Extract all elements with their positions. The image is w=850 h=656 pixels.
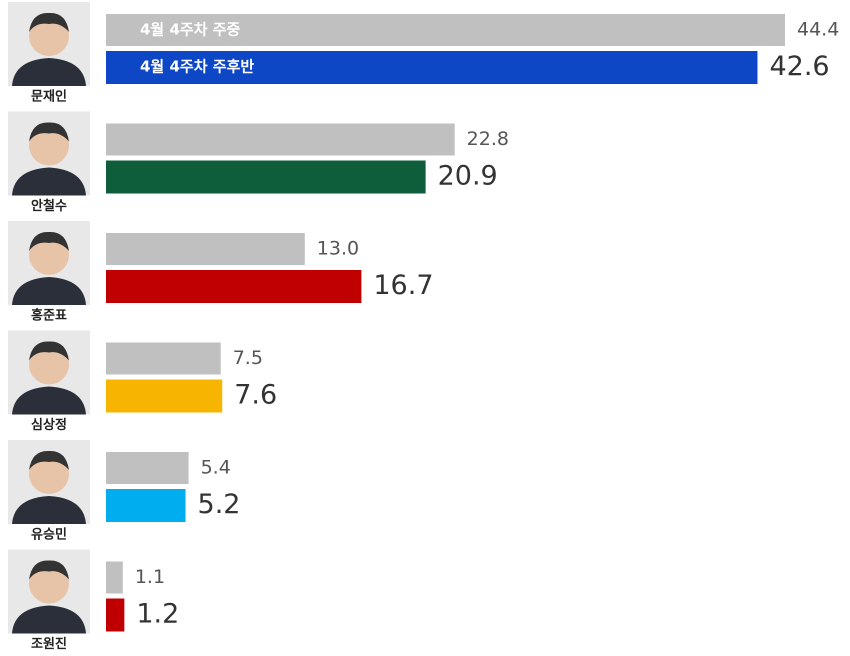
candidate-name: 심상정 [31,417,67,433]
bar [106,489,186,522]
portrait [8,221,90,305]
chart: 문재인 44.4 42.6 안철수 22.8 20.9 홍준표 13.0 16.7 심상정 7.5 7… [0,0,850,656]
value-label: 16.7 [373,270,433,301]
series-name: 4월 4주차 주중 [140,21,241,39]
portrait [8,2,90,86]
value-label: 42.6 [769,51,829,82]
value-label: 7.6 [234,380,277,411]
bar [106,380,222,413]
series-name: 4월 4주차 주후반 [140,58,254,76]
bar [106,452,189,484]
value-label: 22.8 [467,128,509,150]
value-label: 1.1 [135,566,165,588]
candidate-name: 안철수 [31,198,67,214]
candidate-name: 홍준표 [31,308,67,324]
bar [106,124,455,156]
value-label: 7.5 [233,347,263,369]
candidate-name: 문재인 [31,89,67,105]
value-label: 1.2 [136,599,179,630]
bar [106,161,426,194]
bar [106,233,305,265]
bar [106,562,123,594]
bar [106,343,221,375]
portrait [8,550,90,634]
bar [106,270,361,303]
bar [106,599,124,632]
portrait [8,112,90,196]
value-label: 5.2 [198,489,241,520]
value-label: 5.4 [201,457,231,479]
value-label: 44.4 [797,19,839,41]
portrait [8,440,90,524]
value-label: 20.9 [438,161,498,192]
candidate-name: 조원진 [31,636,67,652]
portrait [8,331,90,415]
value-label: 13.0 [317,238,359,260]
candidate-name: 유승민 [31,527,67,543]
